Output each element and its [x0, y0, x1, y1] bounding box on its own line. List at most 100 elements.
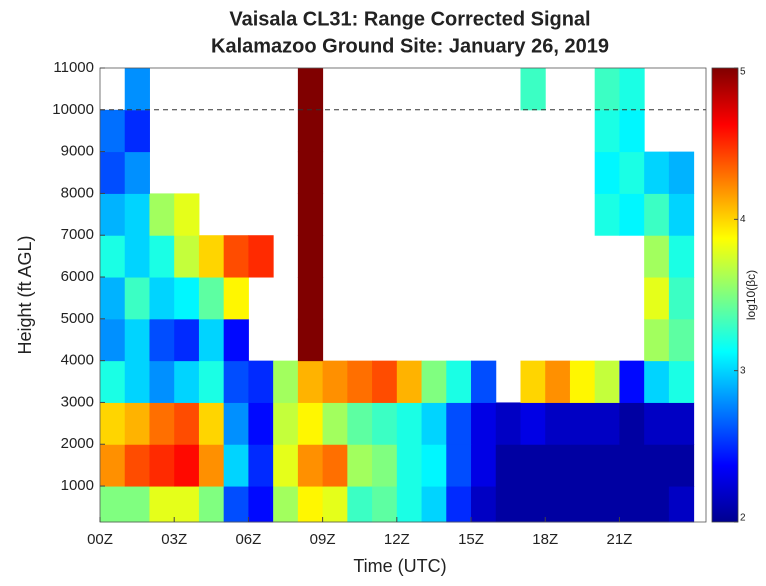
y-tick-label: 5000 — [61, 310, 94, 327]
heatmap-cell — [669, 152, 694, 194]
heatmap-cell — [545, 402, 570, 444]
heatmap-cell — [669, 486, 694, 522]
heatmap-cell — [100, 152, 125, 194]
chart-subtitle: Kalamazoo Ground Site: January 26, 2019 — [211, 35, 609, 57]
heatmap-cell — [149, 319, 174, 361]
heatmap-cell — [248, 361, 273, 403]
heatmap-cell — [174, 444, 199, 486]
heatmap-cell — [298, 110, 323, 152]
x-tick-label: 06Z — [235, 531, 261, 548]
heatmap-cell — [619, 152, 644, 194]
heatmap-cell — [644, 402, 669, 444]
heatmap-cell — [496, 402, 521, 444]
heatmap-cell — [273, 444, 298, 486]
x-tick-label: 18Z — [532, 531, 558, 548]
colorbar-tick-label: 4 — [740, 214, 746, 225]
heatmap-cell — [125, 152, 150, 194]
heatmap-cell — [248, 235, 273, 277]
heatmap-cell — [174, 486, 199, 522]
heatmap-cell — [100, 235, 125, 277]
heatmap-cell — [471, 402, 496, 444]
heatmap-cell — [347, 361, 372, 403]
heatmap-cell — [619, 402, 644, 444]
heatmap-cell — [273, 361, 298, 403]
heatmap-cell — [595, 361, 620, 403]
heatmap-cell — [619, 110, 644, 152]
heatmap-cell — [372, 444, 397, 486]
heatmap-cell — [273, 486, 298, 522]
heatmap-cell — [100, 444, 125, 486]
heatmap-cell — [100, 319, 125, 361]
heatmap-cell — [446, 444, 471, 486]
heatmap-cell — [298, 402, 323, 444]
heatmap-cell — [149, 444, 174, 486]
heatmap-cell — [595, 444, 620, 486]
heatmap-cell — [298, 361, 323, 403]
heatmap-cell — [471, 486, 496, 522]
heatmap-cell — [224, 444, 249, 486]
heatmap-cell — [100, 486, 125, 522]
heatmap-cell — [100, 402, 125, 444]
colorbar — [712, 68, 738, 522]
heatmap-cell — [545, 361, 570, 403]
heatmap-cell — [125, 193, 150, 235]
heatmap-cell — [149, 486, 174, 522]
colorbar-tick-label: 3 — [740, 365, 746, 376]
heatmap-cell — [100, 110, 125, 152]
heatmap-cell — [347, 486, 372, 522]
heatmap-cell — [422, 444, 447, 486]
heatmap-cell — [125, 68, 150, 110]
heatmap-cell — [520, 402, 545, 444]
heatmap-cell — [298, 277, 323, 319]
heatmap-cell — [595, 68, 620, 110]
heatmap-cell — [199, 402, 224, 444]
heatmap-cell — [397, 361, 422, 403]
heatmap-cell — [595, 486, 620, 522]
heatmap-cell — [570, 402, 595, 444]
heatmap-cell — [298, 235, 323, 277]
heatmap-cell — [570, 361, 595, 403]
y-tick-label: 9000 — [61, 143, 94, 160]
x-tick-label: 09Z — [310, 531, 336, 548]
heatmap-cell — [224, 402, 249, 444]
heatmap-cell — [224, 319, 249, 361]
x-axis-label: Time (UTC) — [353, 556, 446, 576]
colorbar-label: log10(βc) — [744, 270, 758, 320]
heatmap-cell — [149, 193, 174, 235]
y-tick-label: 8000 — [61, 184, 94, 201]
heatmap-cell — [669, 277, 694, 319]
heatmap-cell — [570, 444, 595, 486]
heatmap-cell — [100, 361, 125, 403]
heatmap-cell — [298, 444, 323, 486]
heatmap-cell — [125, 444, 150, 486]
heatmap-cell — [446, 486, 471, 522]
heatmap-cell — [471, 444, 496, 486]
heatmap-cell — [174, 361, 199, 403]
heatmap-cell — [323, 402, 348, 444]
heatmap-cell — [100, 277, 125, 319]
heatmap-cell — [644, 486, 669, 522]
heatmap-cell — [397, 486, 422, 522]
heatmap-cell — [125, 486, 150, 522]
heatmap-cell — [496, 444, 521, 486]
heatmap-cell — [125, 110, 150, 152]
heatmap-cell — [446, 402, 471, 444]
heatmap-cell — [422, 402, 447, 444]
heatmap-cell — [372, 486, 397, 522]
heatmap-cell — [619, 444, 644, 486]
heatmap-cell — [125, 319, 150, 361]
heatmap-cell — [644, 444, 669, 486]
heatmap-cell — [224, 277, 249, 319]
x-tick-label: 15Z — [458, 531, 484, 548]
heatmap-cell — [125, 361, 150, 403]
heatmap-cell — [619, 193, 644, 235]
chart-title: Vaisala CL31: Range Corrected Signal — [229, 8, 590, 30]
heatmap-cell — [595, 402, 620, 444]
heatmap-cell — [199, 444, 224, 486]
y-tick-label: 3000 — [61, 393, 94, 410]
heatmap-cell — [595, 110, 620, 152]
heatmap-cell — [570, 486, 595, 522]
heatmap-cell — [644, 193, 669, 235]
heatmap-cell — [174, 193, 199, 235]
heatmap-cell — [149, 361, 174, 403]
